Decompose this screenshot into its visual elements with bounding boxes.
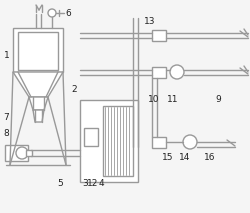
Text: 3: 3: [82, 178, 88, 187]
Bar: [26, 150, 32, 156]
Text: 15: 15: [162, 153, 174, 161]
Circle shape: [170, 65, 184, 79]
Polygon shape: [33, 110, 44, 122]
Bar: [152, 137, 166, 148]
Bar: [80, 100, 138, 182]
Polygon shape: [18, 32, 58, 70]
Text: 1: 1: [4, 50, 10, 59]
Text: 16: 16: [204, 153, 216, 161]
Text: 9: 9: [215, 95, 221, 105]
Text: 13: 13: [144, 17, 156, 26]
Polygon shape: [13, 28, 63, 72]
Text: 11: 11: [167, 95, 179, 105]
Text: 4: 4: [98, 178, 104, 187]
Circle shape: [16, 147, 28, 159]
Bar: [152, 67, 166, 78]
Text: 7: 7: [3, 114, 9, 122]
Text: 8: 8: [3, 128, 9, 138]
Polygon shape: [13, 72, 63, 97]
Polygon shape: [29, 97, 48, 110]
Bar: [5, 145, 28, 161]
Circle shape: [183, 135, 197, 149]
Text: 2: 2: [71, 85, 77, 95]
Text: 6: 6: [65, 10, 71, 19]
Text: 12: 12: [87, 178, 99, 187]
Text: 14: 14: [179, 153, 191, 161]
Text: 5: 5: [57, 178, 63, 187]
Bar: [152, 30, 166, 41]
Bar: [103, 106, 133, 176]
Bar: [84, 128, 98, 146]
Text: 10: 10: [148, 95, 160, 105]
Circle shape: [48, 9, 56, 17]
